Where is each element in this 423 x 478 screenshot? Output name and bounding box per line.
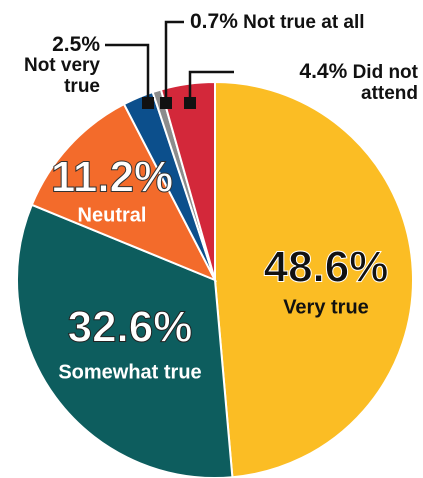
- callout: 2.5% Not very true: [10, 34, 100, 97]
- value-label: 0.7%: [190, 10, 238, 33]
- slice-label: Not very true: [23, 55, 100, 97]
- marker: [142, 97, 154, 109]
- slice: [16, 203, 234, 478]
- value-label: 4.4%: [299, 60, 348, 83]
- slice-label: Very true: [283, 296, 369, 318]
- leader-line: [105, 43, 150, 103]
- value-label: 32.6%: [68, 303, 193, 352]
- slice: [159, 80, 216, 281]
- value-label: 11.2%: [51, 153, 173, 202]
- marker: [184, 97, 196, 109]
- callout: 0.7% Not true at all: [190, 11, 420, 33]
- leader-line: [188, 70, 234, 103]
- slice-label: Somewhat true: [58, 361, 201, 383]
- slice: [214, 80, 414, 478]
- slice-label: Not true at all: [243, 12, 365, 33]
- slices: [16, 80, 414, 478]
- leader-line: [164, 20, 184, 103]
- slice-label: Neutral: [78, 204, 147, 226]
- callout: 4.4% Did not attend: [238, 61, 418, 104]
- value-label: 2.5%: [52, 33, 100, 56]
- slice: [30, 102, 218, 282]
- slice-label: Did not attend: [352, 62, 418, 104]
- leaders: [105, 20, 234, 103]
- value-label: 48.6%: [264, 243, 389, 292]
- marker: [160, 97, 172, 109]
